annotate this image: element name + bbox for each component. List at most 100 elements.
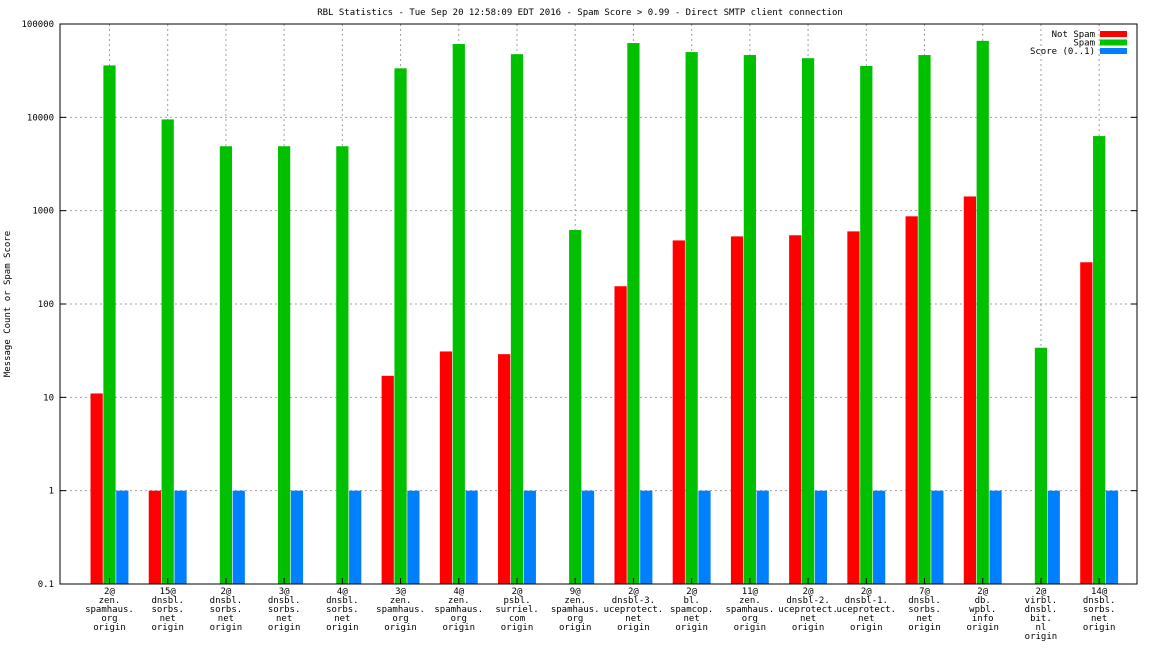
x-tick-label: origin bbox=[559, 623, 592, 633]
bar-not-spam bbox=[963, 196, 977, 584]
y-tick-label: 1 bbox=[49, 487, 54, 497]
x-tick-label: zen. bbox=[448, 596, 470, 606]
bar-score-0-1 bbox=[523, 490, 536, 584]
x-tick-label: spamhaus. bbox=[376, 605, 425, 615]
bar-score-0-1 bbox=[931, 490, 944, 584]
bar-score-0-1 bbox=[640, 490, 653, 584]
x-tick-label: 3@ bbox=[279, 587, 290, 597]
x-tick-label: 2@ bbox=[686, 587, 697, 597]
x-tick-label: 15@ bbox=[160, 587, 177, 597]
bar-score-0-1 bbox=[1105, 490, 1119, 584]
bar-not-spam bbox=[1080, 262, 1093, 584]
bar-score-0-1 bbox=[349, 490, 362, 584]
bar-score-0-1 bbox=[989, 490, 1002, 584]
bar-spam bbox=[743, 55, 756, 585]
x-tick-label: uceprotect. bbox=[836, 605, 896, 615]
x-tick-label: dnsbl. bbox=[268, 596, 301, 606]
x-tick-label: dnsbl. bbox=[908, 596, 941, 606]
x-tick-label: org bbox=[101, 614, 117, 624]
x-tick-label: dnsbl. bbox=[151, 596, 184, 606]
x-tick-label: info bbox=[972, 614, 994, 624]
x-tick-label: spamhaus. bbox=[85, 605, 134, 615]
bar-spam bbox=[394, 68, 407, 584]
x-tick-label: net bbox=[916, 614, 932, 624]
x-tick-label: zen. bbox=[99, 596, 121, 606]
bar-spam bbox=[278, 146, 291, 585]
bar-score-0-1 bbox=[116, 490, 129, 584]
x-tick-label: dnsbl. bbox=[1025, 605, 1058, 615]
bar-score-0-1 bbox=[174, 490, 187, 584]
x-tick-label: zen. bbox=[390, 596, 412, 606]
x-tick-label: 9@ bbox=[570, 587, 581, 597]
legend-swatch bbox=[1100, 31, 1127, 37]
y-axis-label: Message Count or Spam Score bbox=[3, 231, 13, 377]
x-tick-label: 4@ bbox=[337, 587, 348, 597]
x-tick-label: 4@ bbox=[453, 587, 464, 597]
x-tick-label: 2@ bbox=[220, 587, 231, 597]
bar-spam bbox=[569, 230, 582, 584]
legend-label: Spam bbox=[1073, 39, 1095, 49]
bar-spam bbox=[452, 44, 465, 584]
x-tick-label: origin bbox=[1083, 623, 1116, 633]
legend-swatch bbox=[1100, 48, 1127, 54]
bar-not-spam bbox=[847, 231, 860, 584]
x-tick-label: virbl. bbox=[1025, 596, 1058, 606]
x-tick-label: 2@ bbox=[512, 587, 523, 597]
bar-spam bbox=[1093, 136, 1106, 584]
x-tick-label: sorbs. bbox=[1083, 605, 1116, 615]
x-tick-label: origin bbox=[908, 623, 941, 633]
x-tick-label: origin bbox=[93, 623, 126, 633]
x-tick-label: spamhaus. bbox=[551, 605, 600, 615]
x-tick-label: 2@ bbox=[104, 587, 115, 597]
x-tick-label: net bbox=[160, 614, 176, 624]
x-tick-label: origin bbox=[792, 623, 825, 633]
x-tick-label: net bbox=[858, 614, 874, 624]
y-tick-label: 100000 bbox=[21, 20, 54, 30]
x-tick-label: net bbox=[625, 614, 641, 624]
x-tick-label: dnsbl-1. bbox=[845, 596, 888, 606]
x-tick-label: bit. bbox=[1030, 614, 1052, 624]
bar-not-spam bbox=[789, 235, 802, 584]
legend-swatch bbox=[1100, 39, 1127, 46]
bar-score-0-1 bbox=[290, 490, 304, 584]
x-tick-label: origin bbox=[966, 623, 999, 633]
x-tick-label: sorbs. bbox=[326, 605, 359, 615]
x-axis-ticks: 2@zen.spamhaus.orgorigin15@dnsbl.sorbs.n… bbox=[85, 578, 1115, 642]
bar-score-0-1 bbox=[814, 490, 828, 584]
x-tick-label: spamhaus. bbox=[434, 605, 483, 615]
x-tick-label: origin bbox=[268, 623, 301, 633]
y-tick-label: 100 bbox=[38, 300, 54, 310]
bar-score-0-1 bbox=[873, 490, 886, 584]
x-tick-label: 14@ bbox=[1091, 587, 1108, 597]
x-tick-label: net bbox=[800, 614, 816, 624]
bar-not-spam bbox=[905, 216, 918, 585]
x-tick-label: net bbox=[276, 614, 292, 624]
bar-spam bbox=[860, 65, 873, 584]
bar-not-spam bbox=[614, 286, 627, 584]
bar-score-0-1 bbox=[407, 490, 420, 584]
bar-score-0-1 bbox=[232, 490, 245, 584]
bar-not-spam bbox=[730, 236, 744, 584]
x-tick-label: sorbs. bbox=[908, 605, 941, 615]
x-tick-label: 2@ bbox=[803, 587, 814, 597]
x-tick-label: 3@ bbox=[395, 587, 406, 597]
bar-score-0-1 bbox=[581, 490, 595, 584]
x-tick-label: dnsbl-2. bbox=[786, 596, 829, 606]
x-tick-label: 2@ bbox=[861, 587, 872, 597]
x-tick-label: dnsbl. bbox=[1083, 596, 1116, 606]
bar-not-spam bbox=[381, 375, 394, 584]
x-tick-label: zen. bbox=[564, 596, 586, 606]
x-tick-label: uceprotect. bbox=[778, 605, 838, 615]
x-tick-label: origin bbox=[734, 623, 767, 633]
bar-spam bbox=[219, 146, 233, 585]
x-tick-label: origin bbox=[501, 623, 534, 633]
x-tick-label: sorbs. bbox=[210, 605, 243, 615]
x-tick-label: origin bbox=[850, 623, 883, 633]
bar-spam bbox=[1034, 347, 1048, 584]
bar-not-spam bbox=[672, 240, 685, 584]
y-tick-label: 10000 bbox=[27, 113, 54, 123]
x-tick-label: com bbox=[509, 614, 525, 624]
x-tick-label: origin bbox=[151, 623, 184, 633]
